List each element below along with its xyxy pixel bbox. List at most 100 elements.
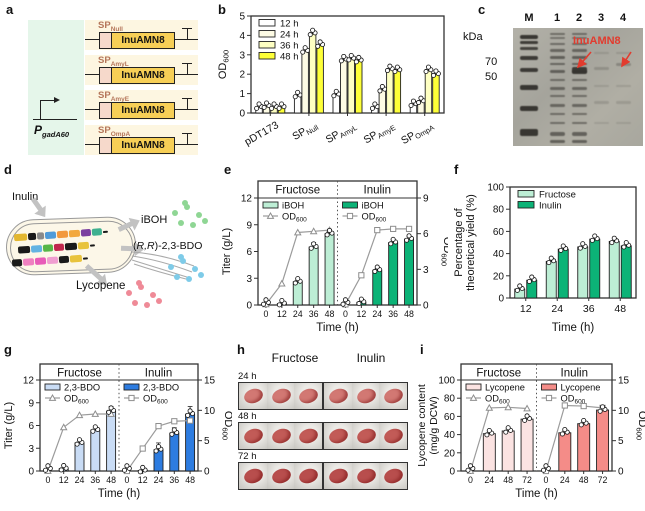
- data-point: [261, 301, 267, 307]
- gel-band: [549, 95, 565, 98]
- data-point: [524, 413, 530, 419]
- gel-lane-label: 3: [597, 12, 605, 24]
- chart-text: 36 h: [280, 41, 299, 52]
- data-point: [341, 53, 347, 59]
- data-point: [369, 105, 375, 111]
- data-point: [387, 63, 393, 69]
- legend-swatch: [44, 383, 61, 391]
- panel-b-label: b: [218, 2, 226, 17]
- gel-lane-label: 1: [553, 12, 561, 24]
- metabolite-dot: [150, 292, 156, 298]
- cell-pellet: [269, 386, 293, 406]
- legend-swatch: [258, 19, 276, 27]
- chart-text: 100: [438, 376, 455, 387]
- gel-band: [615, 51, 631, 54]
- data-point: [340, 301, 346, 307]
- bar: [388, 242, 399, 306]
- tube-well: [266, 463, 295, 489]
- data-point: [406, 233, 412, 239]
- data-point: [390, 236, 396, 242]
- legend-swatch: [258, 30, 276, 38]
- chart-text: 48: [106, 475, 116, 485]
- data-point: [169, 431, 175, 437]
- chart-text: Fructose: [476, 368, 521, 380]
- bar: [316, 44, 324, 114]
- inulin-photo-box: [323, 462, 408, 490]
- chart-text: 48: [579, 475, 589, 485]
- panel-g-label: g: [4, 342, 12, 357]
- chart-text: 0: [204, 467, 210, 478]
- chart-text: Percentage of: [453, 207, 465, 276]
- gel-band: [549, 63, 565, 66]
- chart-text: 0: [449, 467, 455, 478]
- metabolite-dot: [132, 300, 138, 306]
- chart-text: 15: [204, 376, 216, 387]
- chart-text: 24: [293, 309, 303, 319]
- bar: [393, 69, 402, 114]
- gel-band: [571, 56, 587, 60]
- chart-text: Time (h): [316, 322, 359, 334]
- chart-text: 24: [484, 475, 494, 485]
- chart-text: 36: [583, 303, 595, 315]
- legend-swatch: [123, 383, 140, 391]
- chart-text: Titer (g/L): [221, 228, 233, 275]
- legend-swatch: [342, 201, 358, 209]
- chart-text: OD600: [221, 411, 232, 440]
- data-point: [486, 427, 492, 433]
- data-point: [43, 467, 49, 473]
- gene-box: InuAMN8: [111, 67, 175, 84]
- data-point: [269, 105, 275, 111]
- bar: [372, 269, 383, 306]
- bar: [620, 245, 632, 299]
- legend-swatch: [258, 41, 276, 49]
- chart-text: OD600: [282, 212, 307, 224]
- od-marker-square: [171, 418, 178, 425]
- data-point: [372, 268, 378, 274]
- data-point: [307, 32, 313, 38]
- data-point: [279, 297, 285, 303]
- tube-well: [294, 423, 322, 449]
- chart-text: 12: [520, 303, 532, 315]
- od-marker-triangle: [91, 409, 100, 417]
- panel-i: i 0 20 40 60 80 100 0 5 10 15 Lycopene content (mg/…: [415, 342, 645, 511]
- panel-f-label: f: [454, 162, 459, 177]
- cell-pellet: [297, 386, 320, 406]
- panel-h: h Fructose Inulin 24 h 48 h 72 h: [232, 342, 415, 511]
- data-point: [77, 437, 83, 443]
- cell-pellet: [382, 466, 405, 486]
- data-point: [410, 98, 416, 104]
- gene-block: [36, 232, 45, 240]
- sp-label: SPAmyL: [98, 55, 129, 68]
- tube-well: [351, 383, 380, 409]
- cell-pellet: [327, 426, 350, 446]
- gel-band: [571, 131, 587, 136]
- gel-lane-label: M: [524, 12, 534, 24]
- cell-pellet: [242, 386, 265, 406]
- data-point: [92, 424, 98, 430]
- fructose-photo-box: [238, 382, 323, 410]
- chart-text: Inulin: [539, 201, 562, 212]
- chart-text: 0: [343, 309, 348, 319]
- chart-text: 36: [309, 309, 319, 319]
- chart-i-svg: 0 20 40 60 80 100 0 5 10 15 Lycopene content (mg/g …: [416, 363, 645, 500]
- operon-arrow: [102, 230, 108, 233]
- bar: [386, 68, 394, 114]
- gene-block: [80, 228, 92, 237]
- inulin-photo-box: [323, 382, 408, 410]
- gene-box: InuAMN8: [111, 137, 175, 154]
- bar: [482, 433, 496, 472]
- bar: [589, 238, 601, 299]
- gel-band: [571, 66, 587, 74]
- promoter-name: P: [34, 123, 43, 137]
- data-point: [431, 72, 437, 78]
- tube-well: [351, 463, 380, 489]
- gel-band: [520, 129, 538, 137]
- gene-block: [91, 228, 103, 236]
- data-point: [580, 241, 586, 247]
- chart-text: pDT173: [242, 119, 280, 148]
- data-point: [155, 444, 161, 450]
- gel-lane-label: 4: [619, 12, 627, 24]
- cassette-row: SPNull InuAMN8: [85, 20, 198, 50]
- chart-text: Titer (g/L): [3, 402, 15, 449]
- data-point: [548, 255, 554, 261]
